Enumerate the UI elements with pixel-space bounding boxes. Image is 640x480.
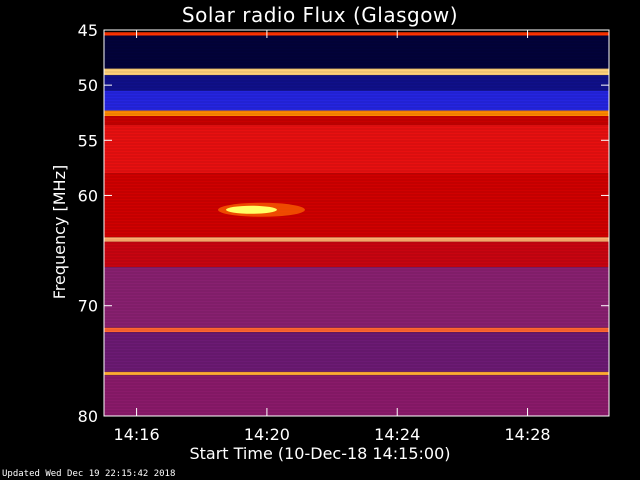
solar-burst [226,205,277,214]
chart-title: Solar radio Flux (Glasgow) [181,3,459,27]
frequency-band [104,124,609,174]
x-tick-label: 14:20 [244,425,290,444]
frequency-band [104,327,609,333]
frequency-band [104,116,609,125]
y-tick-label: 50 [78,76,98,95]
frequency-band [104,267,609,328]
y-tick-label: 70 [78,297,98,316]
y-axis-ticks: 45 50 55 60 70 80 [78,21,609,426]
spectrogram-heatmap [104,29,609,416]
frequency-band [104,241,609,268]
frequency-band [104,173,609,238]
x-tick-label: 14:16 [114,425,160,444]
frequency-band [104,32,609,36]
y-tick-label: 55 [78,131,98,150]
frequency-band [104,110,609,117]
updated-timestamp: Updated Wed Dec 19 22:15:42 2018 [2,469,176,479]
x-tick-label: 14:24 [374,425,420,444]
x-axis-ticks: 14:16 14:20 14:24 14:28 [114,30,551,444]
frequency-band [104,375,609,416]
y-tick-label: 45 [78,21,98,40]
frequency-band [104,35,609,69]
frequency-band [104,332,609,372]
y-tick-label: 60 [78,186,98,205]
plot-frame [103,29,610,417]
y-tick-label: 80 [78,407,98,426]
frequency-band [104,90,609,111]
x-tick-label: 14:28 [504,425,550,444]
frequency-band [104,371,609,376]
frequency-band [104,75,609,91]
frequency-band [104,237,609,242]
x-axis-label: Start Time (10-Dec-18 14:15:00) [189,444,451,463]
frequency-band [104,68,609,76]
